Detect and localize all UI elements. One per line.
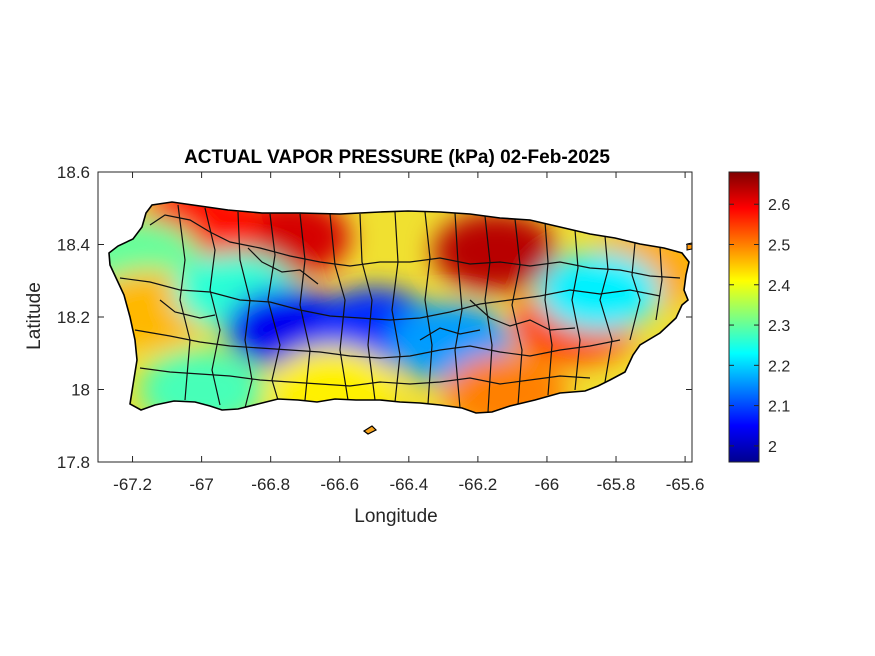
colorbar-tick-label: 2.4	[768, 278, 790, 295]
colorbar-tick-label: 2	[768, 439, 777, 456]
y-tick-label: 17.8	[57, 453, 90, 472]
colorbar-tick-label: 2.3	[768, 318, 790, 335]
field-region-1	[433, 211, 558, 292]
colorbar-ticks: 2 2.1 2.2 2.3 2.4 2.5 2.6	[729, 197, 790, 456]
colorbar-tick-label: 2.1	[768, 399, 790, 416]
municipality-borders	[119, 204, 681, 413]
caja-de-muerto-island	[362, 425, 378, 435]
y-tick-label: 18	[71, 381, 90, 400]
field-region-14	[536, 251, 661, 332]
y-tick-label: 18.4	[57, 236, 90, 255]
colorbar-tick-label: 2.2	[768, 358, 790, 375]
x-axis-ticks: -67.2 -67 -66.8 -66.6 -66.4 -66.2 -66 -65.8 -65.…	[113, 172, 704, 494]
colorbar	[728, 171, 760, 463]
chart-title: ACTUAL VAPOR PRESSURE (kPa) 02-Feb-2025	[184, 147, 610, 168]
colorbar-tick-label: 2.6	[768, 197, 790, 214]
field-region-10	[443, 353, 568, 413]
x-tick-label: -66.6	[320, 475, 359, 494]
y-axis-label: Latitude	[24, 282, 45, 350]
x-tick-label: -66.4	[389, 475, 428, 494]
x-tick-label: -67	[189, 475, 214, 494]
x-tick-label: -66	[535, 475, 560, 494]
y-axis-ticks: 17.8 18 18.2 18.4 18.6	[57, 163, 692, 472]
y-tick-label: 18.6	[57, 163, 90, 182]
x-tick-label: -65.8	[597, 475, 636, 494]
x-axis-label: Longitude	[354, 506, 437, 527]
x-tick-label: -66.8	[251, 475, 290, 494]
x-tick-label: -65.6	[666, 475, 705, 494]
x-tick-label: -67.2	[113, 475, 152, 494]
y-tick-label: 18.2	[57, 308, 90, 327]
x-tick-label: -66.2	[459, 475, 498, 494]
colorbar-tick-label: 2.5	[768, 238, 790, 255]
